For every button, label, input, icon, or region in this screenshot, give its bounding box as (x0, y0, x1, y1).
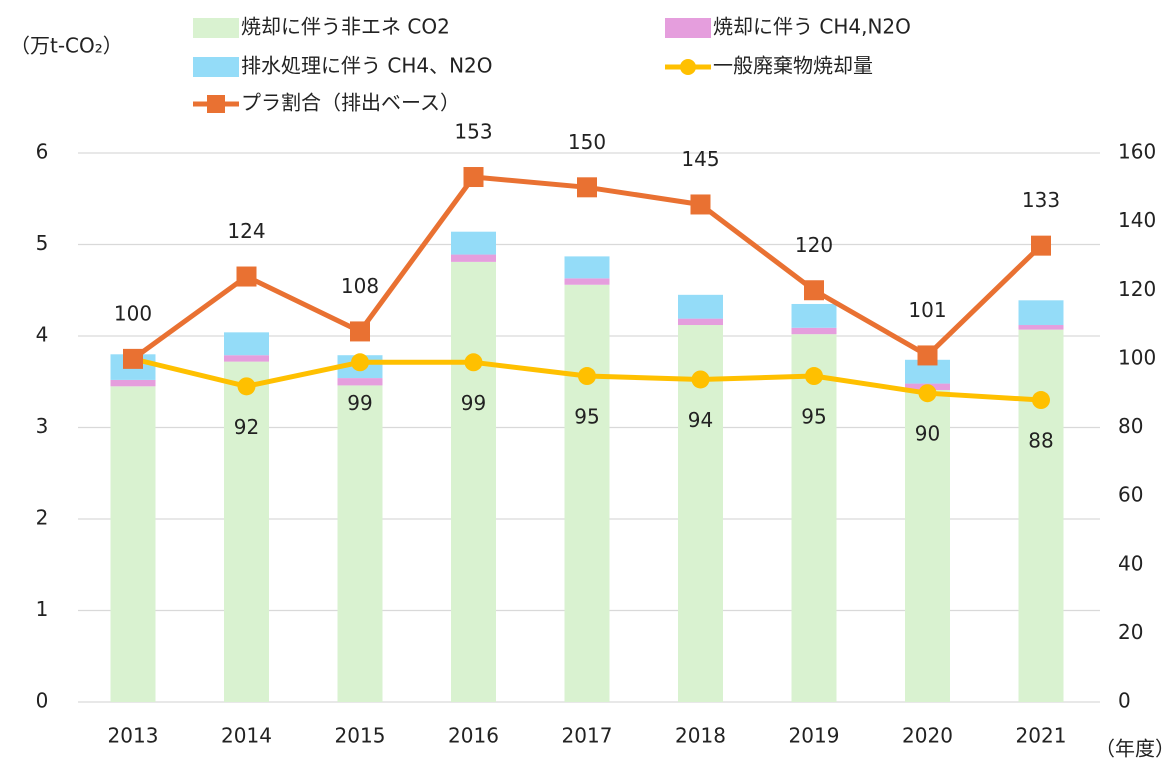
x-tick-label: 2017 (562, 724, 613, 748)
marker (578, 367, 596, 386)
y-tick-label: 4 (36, 323, 49, 347)
bar-segment (678, 294, 723, 319)
marker (805, 367, 823, 386)
data-label: 100 (114, 301, 152, 325)
marker (237, 377, 256, 396)
x-axis-label: （年度） (1095, 737, 1170, 760)
legend-label: 一般廃棄物焼却量 (713, 54, 873, 78)
marker (351, 353, 369, 372)
data-label: 92 (234, 415, 259, 439)
legend-swatch (665, 18, 711, 38)
bar-segment (905, 359, 950, 384)
y2-tick-label: 140 (1118, 208, 1156, 232)
x-tick-label: 2018 (675, 724, 726, 748)
y-tick-label: 0 (36, 689, 49, 713)
data-label: 90 (915, 422, 940, 446)
marker (690, 194, 711, 215)
data-label: 108 (341, 274, 379, 298)
data-label: 94 (688, 408, 713, 432)
data-label: 124 (227, 219, 265, 243)
bar-segment (564, 284, 610, 702)
marker (350, 321, 370, 342)
marker (123, 348, 143, 369)
x-tick-label: 2014 (221, 724, 272, 748)
bar-segment (110, 379, 156, 387)
y-tick-label: 6 (36, 140, 49, 164)
marker (1031, 235, 1051, 256)
y-tick-label: 2 (36, 506, 49, 530)
legend-label: 焼却に伴う CH4,N2O (713, 15, 911, 39)
legend-marker (680, 59, 696, 75)
marker (917, 345, 938, 366)
bar-segment (791, 334, 837, 702)
x-tick-label: 2013 (108, 724, 159, 748)
bar-segment (224, 355, 269, 362)
y-tick-label: 3 (36, 414, 49, 438)
y-axis-label: （万t-CO₂） (10, 34, 123, 58)
legend-label: 排水処理に伴う CH4、N2O (241, 54, 493, 78)
legend-marker (207, 95, 225, 113)
data-label: 99 (461, 391, 486, 415)
marker (463, 167, 484, 188)
x-tick-label: 2019 (789, 724, 840, 748)
x-tick-label: 2020 (902, 724, 953, 748)
bar-segment (1018, 325, 1064, 330)
marker (236, 266, 257, 287)
data-label: 150 (568, 130, 606, 154)
legend-label: プラ割合（排出ベース） (241, 91, 460, 115)
data-label: 120 (795, 233, 833, 257)
bar-segment (905, 389, 950, 702)
marker (804, 280, 824, 301)
x-tick-label: 2015 (335, 724, 386, 748)
bar-segment (451, 231, 496, 255)
legend-label: 焼却に伴う非エネ CO2 (241, 15, 450, 39)
y2-tick-label: 160 (1118, 140, 1156, 164)
bar-segment (224, 361, 269, 702)
data-label: 133 (1022, 188, 1060, 212)
x-tick-label: 2016 (448, 724, 499, 748)
y2-tick-label: 20 (1118, 620, 1143, 644)
y2-tick-label: 120 (1118, 277, 1156, 301)
data-label: 145 (681, 147, 719, 171)
y-tick-label: 1 (36, 597, 49, 621)
bar-segment (451, 254, 496, 262)
bar-segment (451, 261, 496, 702)
marker (577, 177, 597, 198)
x-tick-label: 2021 (1016, 724, 1067, 748)
bar-segment (791, 327, 837, 335)
y2-tick-label: 80 (1118, 414, 1143, 438)
legend-swatch (193, 18, 239, 38)
bar-segment (110, 386, 156, 702)
data-label: 95 (574, 405, 599, 429)
data-label: 153 (454, 120, 492, 144)
data-label: 95 (801, 405, 826, 429)
bar-segment (337, 385, 383, 702)
y2-tick-label: 0 (1118, 689, 1131, 713)
data-label: 88 (1028, 429, 1053, 453)
marker (918, 384, 937, 403)
bar-segment (564, 256, 610, 279)
legend-swatch (193, 57, 239, 77)
bar-segment (1018, 329, 1064, 702)
y2-tick-label: 60 (1118, 483, 1143, 507)
bar-segment (791, 303, 837, 328)
marker (464, 353, 483, 372)
bar-segment (337, 378, 383, 386)
marker (691, 370, 710, 389)
bar-segment (224, 332, 269, 356)
bar-segment (1018, 300, 1064, 326)
y2-tick-label: 40 (1118, 551, 1143, 575)
y-tick-label: 5 (36, 231, 49, 255)
y2-tick-label: 100 (1118, 345, 1156, 369)
data-label: 99 (347, 391, 372, 415)
bar-segment (678, 318, 723, 326)
data-label: 101 (908, 298, 946, 322)
bar-segment (564, 278, 610, 285)
marker (1032, 391, 1050, 410)
